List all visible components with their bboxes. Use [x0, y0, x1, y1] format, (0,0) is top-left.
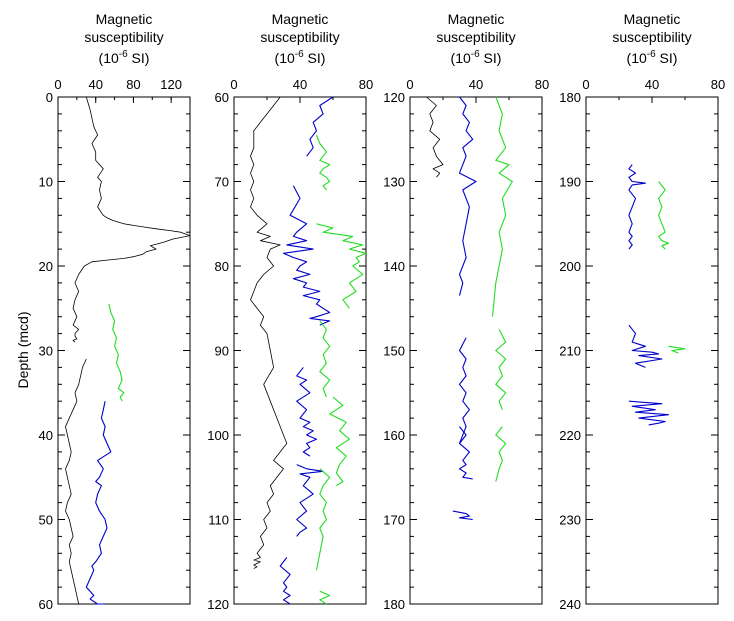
- panel-1-series-4: [85, 401, 112, 605]
- y-tick-label: 60: [39, 597, 53, 612]
- x-tick-label: 0: [406, 77, 413, 92]
- panel-2-series-1: [250, 96, 288, 569]
- panel-1-series-3: [108, 303, 125, 402]
- panel-4-title-line1: Magnetic: [624, 11, 681, 27]
- y-tick-label: 180: [559, 90, 581, 105]
- y-tick-label: 50: [39, 513, 53, 528]
- panel-2-series-9: [296, 464, 324, 537]
- x-tick-label: 0: [582, 77, 589, 92]
- y-axis-label: Depth (mcd): [15, 311, 31, 388]
- y-tick-label: 220: [559, 428, 581, 443]
- panel-4-title-line2: susceptibility: [612, 29, 691, 45]
- x-tick-label: 40: [645, 77, 659, 92]
- panel-3-series-3: [491, 96, 513, 317]
- panel-4-series-3: [628, 324, 663, 368]
- x-tick-label: 0: [54, 77, 61, 92]
- panel-3-frame: [409, 96, 543, 605]
- panel-2-title-line2: susceptibility: [260, 29, 339, 45]
- x-tick-label: 80: [711, 77, 725, 92]
- panel-1-units: (10-6 SI): [99, 49, 150, 66]
- y-tick-label: 20: [39, 259, 53, 274]
- x-tick-label: 120: [160, 77, 182, 92]
- panel-2-series-5: [316, 223, 367, 309]
- panel-1: Magnetic susceptibility (10-6 SI) 0 40 80 120 0…: [39, 11, 191, 612]
- panel-2-series-10: [315, 468, 331, 571]
- panel-3: Magnetic susceptibility (10-6 SI) 0 40 80 120 1…: [383, 11, 549, 612]
- y-tick-label: 230: [559, 513, 581, 528]
- panel-2-title-line1: Magnetic: [272, 11, 329, 27]
- panel-3-series-1: [426, 96, 444, 178]
- panel-3-series-5: [495, 329, 507, 410]
- y-tick-label: 70: [215, 175, 229, 190]
- panel-2: Magnetic susceptibility (10-6 SI) 0 40 80 60 70…: [207, 11, 373, 612]
- x-tick-label: 40: [469, 77, 483, 92]
- y-tick-label: 60: [215, 90, 229, 105]
- x-tick-label: 40: [88, 77, 102, 92]
- panel-2-series-6: [319, 320, 331, 398]
- y-tick-label: 120: [383, 90, 405, 105]
- panel-2-series-4: [282, 185, 331, 326]
- panel-2-series-7: [296, 367, 318, 457]
- panel-2-series-3: [315, 134, 331, 191]
- panel-2-series-11: [279, 557, 291, 605]
- x-tick-label: 40: [293, 77, 307, 92]
- panel-2-units: (10-6 SI): [275, 49, 326, 66]
- panel-3-series-2: [458, 96, 477, 296]
- panel-4-frame: [585, 96, 719, 605]
- y-tick-label: 0: [46, 90, 53, 105]
- panel-3-units: (10-6 SI): [451, 49, 502, 66]
- panel-4-series-5: [628, 400, 670, 426]
- panel-3-series-6: [458, 426, 473, 480]
- y-tick-label: 130: [383, 175, 405, 190]
- y-tick-label: 240: [559, 597, 581, 612]
- panel-2-series-2: [306, 96, 334, 157]
- panel-3-series-8: [452, 510, 473, 521]
- x-tick-label: 80: [535, 77, 549, 92]
- y-tick-label: 200: [559, 259, 581, 274]
- panel-1-series-1: [72, 96, 191, 343]
- panel-1-series-2: [65, 358, 87, 605]
- y-tick-label: 100: [207, 428, 229, 443]
- x-tick-label: 80: [359, 77, 373, 92]
- y-tick-label: 150: [383, 344, 405, 359]
- y-tick-label: 110: [208, 513, 229, 528]
- panel-2-series-8: [329, 396, 351, 487]
- panel-1-title-line2: susceptibility: [84, 29, 163, 45]
- y-tick-label: 10: [39, 175, 53, 190]
- panel-3-title-line1: Magnetic: [448, 11, 505, 27]
- panel-4-units: (10-6 SI): [627, 49, 678, 66]
- panel-3-series-4: [458, 337, 470, 444]
- y-tick-label: 140: [383, 259, 405, 274]
- y-tick-label: 40: [39, 428, 53, 443]
- y-tick-label: 90: [215, 344, 229, 359]
- y-tick-label: 30: [39, 344, 53, 359]
- y-tick-label: 190: [559, 175, 581, 190]
- panel-1-frame: [57, 96, 191, 605]
- x-tick-label: 80: [126, 77, 140, 92]
- panel-3-title-line2: susceptibility: [436, 29, 515, 45]
- panel-4: Magnetic susceptibility (10-6 SI) 0 40 80 180 1…: [559, 11, 725, 612]
- panel-4-series-2: [658, 181, 670, 250]
- y-tick-label: 180: [383, 597, 405, 612]
- panel-2-series-12: [319, 590, 331, 605]
- panel-4-series-4: [668, 345, 686, 354]
- x-tick-label: 0: [230, 77, 237, 92]
- y-tick-label: 160: [383, 428, 405, 443]
- y-tick-label: 170: [383, 513, 405, 528]
- panel-4-series-1: [628, 164, 646, 250]
- panel-3-series-7: [495, 426, 507, 482]
- y-tick-label: 210: [559, 344, 581, 359]
- y-tick-label: 80: [215, 259, 229, 274]
- panel-2-frame: [233, 96, 367, 605]
- y-tick-label: 120: [207, 597, 229, 612]
- panel-1-title-line1: Magnetic: [96, 11, 153, 27]
